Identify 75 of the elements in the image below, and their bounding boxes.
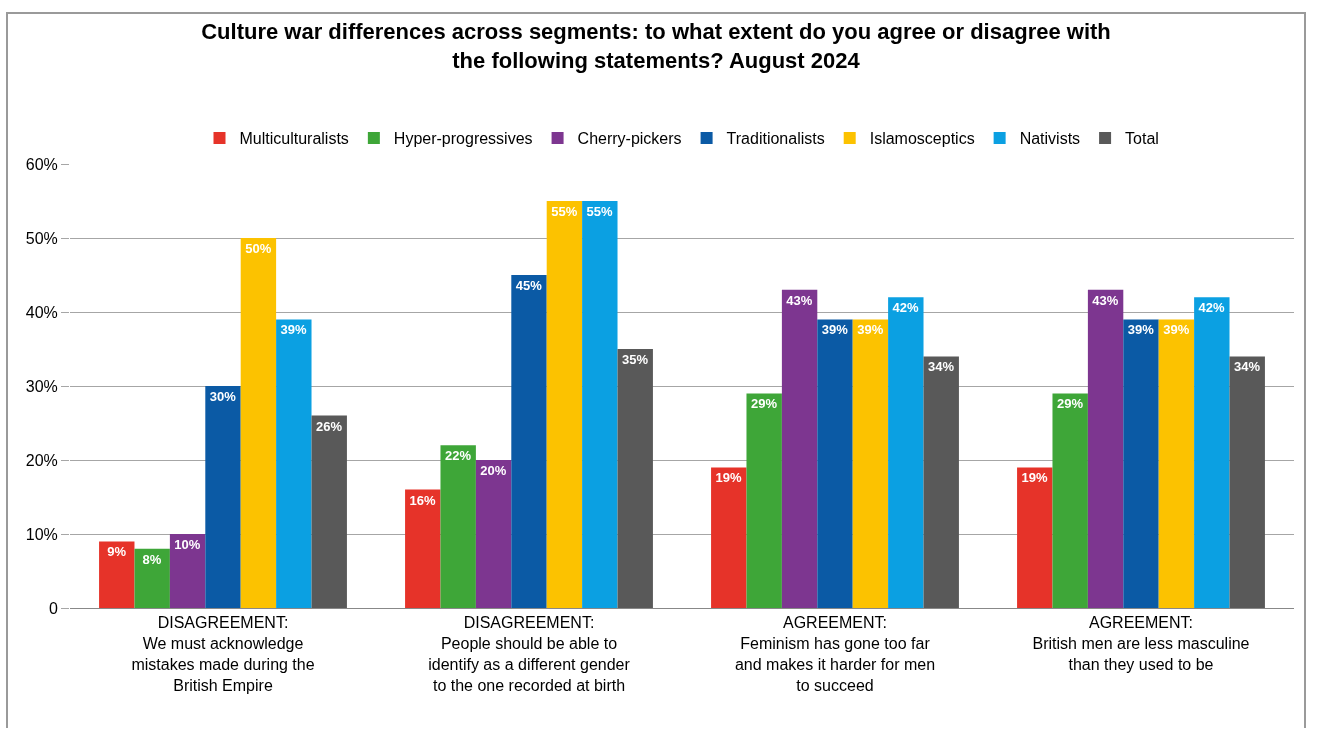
- bar: [511, 275, 547, 608]
- bar: [617, 349, 653, 608]
- bar: [1087, 289, 1124, 608]
- bar: [205, 386, 241, 608]
- bar: [1194, 297, 1230, 608]
- y-tick-label: 60%: [25, 155, 58, 173]
- data-label: 43%: [786, 292, 813, 308]
- legend-label: Traditionalists: [726, 130, 825, 148]
- bar: [276, 319, 312, 608]
- data-label: 43%: [1092, 292, 1119, 308]
- bar: [817, 319, 853, 608]
- bar: [1229, 356, 1265, 608]
- x-tick-label: AGREEMENT: British men are less masculine than they used to be: [1032, 614, 1250, 673]
- data-label: 10%: [174, 537, 201, 552]
- data-label: 55%: [586, 204, 614, 219]
- legend-label: Cherry-pickers: [577, 130, 682, 148]
- bar: [405, 489, 441, 608]
- legend-label: Hyper-progressives: [393, 130, 533, 148]
- bar: [711, 467, 747, 608]
- bar: [781, 289, 818, 608]
- data-label: 29%: [750, 396, 778, 412]
- bar: [1123, 319, 1159, 608]
- data-label: 35%: [621, 352, 649, 367]
- bar: [99, 541, 135, 608]
- data-label: 39%: [821, 322, 849, 338]
- data-label: 42%: [892, 300, 920, 316]
- bar: [546, 201, 583, 608]
- bar: [1017, 467, 1053, 608]
- data-label: 50%: [245, 241, 272, 256]
- data-label: 55%: [551, 204, 578, 219]
- y-tick-label: 0: [48, 599, 58, 617]
- bar: [582, 201, 618, 608]
- x-tick-label: DISAGREEMENT: We must acknowledge mistakes made during the British Empire: [131, 614, 315, 694]
- data-label: 30%: [209, 389, 237, 404]
- y-tick-label: 10%: [25, 525, 58, 543]
- bar: [1158, 319, 1195, 608]
- y-tick-label: 40%: [25, 303, 58, 321]
- data-label: 26%: [316, 418, 343, 434]
- data-label: 45%: [515, 278, 543, 293]
- data-label: 39%: [1127, 322, 1155, 338]
- x-tick-label: DISAGREEMENT: People should be able to identify as a different gender to the one recorded at birth: [428, 614, 631, 694]
- data-label: 19%: [715, 470, 743, 486]
- data-label: 39%: [857, 322, 884, 338]
- legend-label: Multiculturalists: [239, 130, 349, 148]
- data-label: 16%: [409, 492, 436, 508]
- legend-label: Total: [1125, 130, 1159, 148]
- data-label: 9%: [107, 544, 127, 560]
- legend-label: Islamosceptics: [869, 130, 975, 148]
- bar: [923, 356, 959, 608]
- x-tick-label: AGREEMENT: Feminism has gone too far and makes it harder for men to succeed: [734, 614, 936, 694]
- bar: [440, 445, 476, 608]
- data-label: 39%: [1163, 322, 1190, 338]
- bar: [1052, 393, 1088, 608]
- y-tick-label: 20%: [25, 451, 58, 469]
- bar: [240, 238, 277, 608]
- data-label: 8%: [142, 551, 162, 567]
- legend-label: Nativists: [1019, 130, 1081, 148]
- data-label: 29%: [1056, 396, 1084, 412]
- data-label: 42%: [1198, 300, 1226, 316]
- data-label: 22%: [444, 448, 472, 464]
- bar: [888, 297, 924, 608]
- y-tick-label: 30%: [25, 377, 58, 395]
- data-label: 20%: [480, 463, 507, 478]
- y-tick-label: 50%: [25, 229, 58, 247]
- bar: [475, 460, 512, 608]
- bar: [134, 548, 170, 608]
- bar: [169, 534, 206, 608]
- data-label: 39%: [280, 322, 308, 338]
- data-label: 34%: [1233, 359, 1261, 375]
- bar: [311, 415, 347, 608]
- chart-title: Culture war differences across segments: to what extent do you agree or disagree with the following statements? August 2024: [201, 18, 1111, 73]
- bar: [746, 393, 782, 608]
- data-label: 34%: [927, 359, 955, 375]
- data-label: 19%: [1021, 470, 1049, 486]
- bar: [852, 319, 889, 608]
